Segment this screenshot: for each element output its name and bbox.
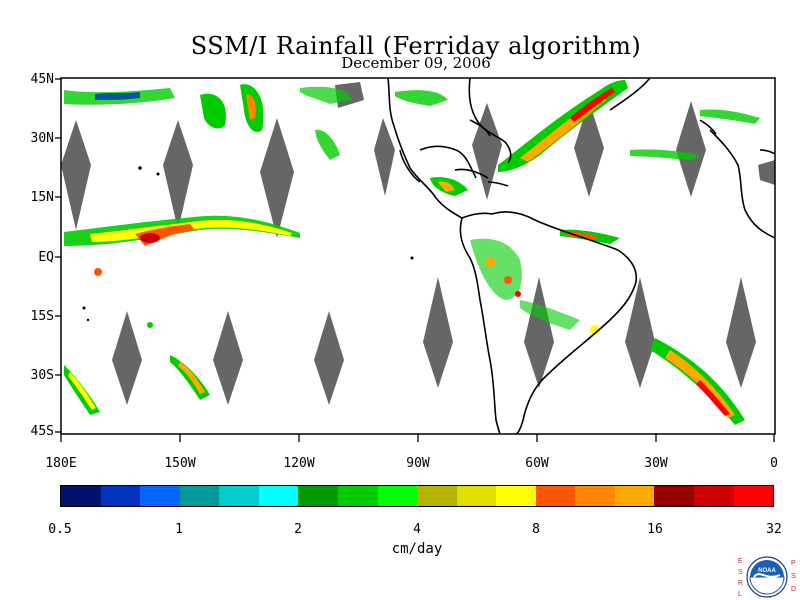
rainfall-bands (64, 80, 760, 425)
coastlines (387, 78, 775, 434)
colorbar-swatch (377, 486, 418, 506)
svg-text:R: R (738, 580, 743, 587)
axis-ticks (55, 78, 775, 442)
colorbar-tick-label: 0.5 (48, 522, 72, 537)
colorbar-swatch (258, 486, 299, 506)
satellite-gap-swaths (61, 82, 775, 405)
lat-label-15n: 15N (30, 190, 54, 205)
lon-label-30w: 30W (644, 456, 668, 471)
noaa-text: NOAA (758, 568, 776, 574)
colorbar-swatch (179, 486, 220, 506)
colorbar-swatch (100, 486, 141, 506)
colorbar (60, 485, 774, 507)
lon-label-90w: 90W (406, 456, 430, 471)
colorbar-swatch (496, 486, 536, 506)
lat-label-45n: 45N (30, 72, 54, 87)
svg-text:D: D (791, 586, 796, 593)
colorbar-tick-label: 8 (532, 522, 540, 537)
colorbar-swatch (694, 486, 734, 506)
colorbar-swatch (298, 486, 338, 506)
lat-label-30s: 30S (30, 368, 54, 383)
rainfall-map (55, 77, 776, 442)
lat-label-45s: 45S (30, 424, 54, 439)
lon-label-180e: 180E (45, 456, 77, 471)
psd-letters: PSD (791, 560, 796, 593)
colorbar-tick-label: 2 (294, 522, 302, 537)
colorbar-swatch (535, 486, 576, 506)
lon-label-60w: 60W (525, 456, 549, 471)
lon-label-120w: 120W (283, 456, 315, 471)
colorbar-swatch (337, 486, 378, 506)
lat-label-eq: EQ (38, 250, 54, 265)
colorbar-tick-label: 32 (766, 522, 782, 537)
svg-text:E: E (738, 558, 743, 565)
colorbar-swatch (219, 486, 259, 506)
islands (82, 166, 414, 322)
lon-label-0: 0 (770, 456, 778, 471)
colorbar-swatch (61, 486, 101, 506)
colorbar-swatch (140, 486, 180, 506)
svg-text:S: S (738, 569, 743, 576)
colorbar-tick-label: 4 (413, 522, 421, 537)
lon-label-150w: 150W (164, 456, 196, 471)
svg-text:L: L (738, 591, 742, 598)
colorbar-swatch (417, 486, 457, 506)
colorbar-swatch (733, 486, 774, 506)
svg-text:P: P (791, 560, 796, 567)
colorbar-tick-label: 1 (175, 522, 183, 537)
colorbar-swatch (654, 486, 694, 506)
map-title: SSM/I Rainfall (Ferriday algorithm) (190, 32, 642, 60)
colorbar-swatch (575, 486, 615, 506)
colorbar-units: cm/day (391, 541, 443, 557)
colorbar-swatch (614, 486, 655, 506)
colorbar-tick-label: 16 (647, 522, 663, 537)
svg-text:S: S (791, 573, 796, 580)
colorbar-swatch (456, 486, 497, 506)
lat-label-15s: 15S (30, 309, 54, 324)
map-date: December 09, 2006 (341, 54, 491, 72)
lat-label-30n: 30N (30, 131, 54, 146)
